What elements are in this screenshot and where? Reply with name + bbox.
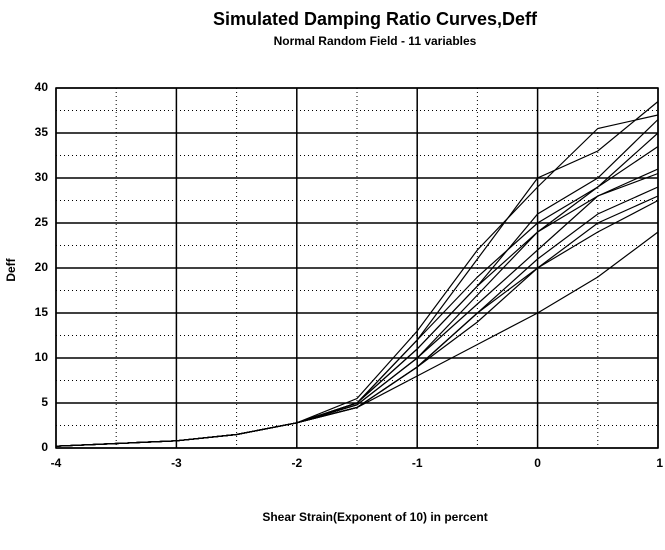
data-line [55,101,659,447]
data-line [55,132,659,447]
y-tick-label: 25 [35,215,49,229]
x-tick-label: 0 [534,456,541,470]
y-tick-label: 10 [35,350,49,364]
y-tick-label: 15 [35,305,49,319]
y-tick-label: 40 [35,80,49,94]
data-line [55,199,659,447]
y-tick-label: 5 [41,395,48,409]
x-tick-label: 1 [656,456,663,470]
chart-title: Simulated Damping Ratio Curves,Deff [213,9,538,29]
y-tick-label: 20 [35,260,49,274]
y-axis-label: Deff [4,257,18,281]
y-tick-label: 0 [41,440,48,454]
x-tick-label: -3 [171,456,182,470]
chart-subtitle: Normal Random Field - 11 variables [274,34,477,48]
x-tick-label: -1 [412,456,423,470]
x-axis-label: Shear Strain(Exponent of 10) in percent [262,510,487,524]
data-line [55,231,659,447]
x-tick-label: -2 [291,456,302,470]
plot-frame [55,87,659,449]
y-tick-label: 30 [35,170,49,184]
x-tick-label: -4 [51,456,62,470]
y-tick-label: 35 [35,125,49,139]
